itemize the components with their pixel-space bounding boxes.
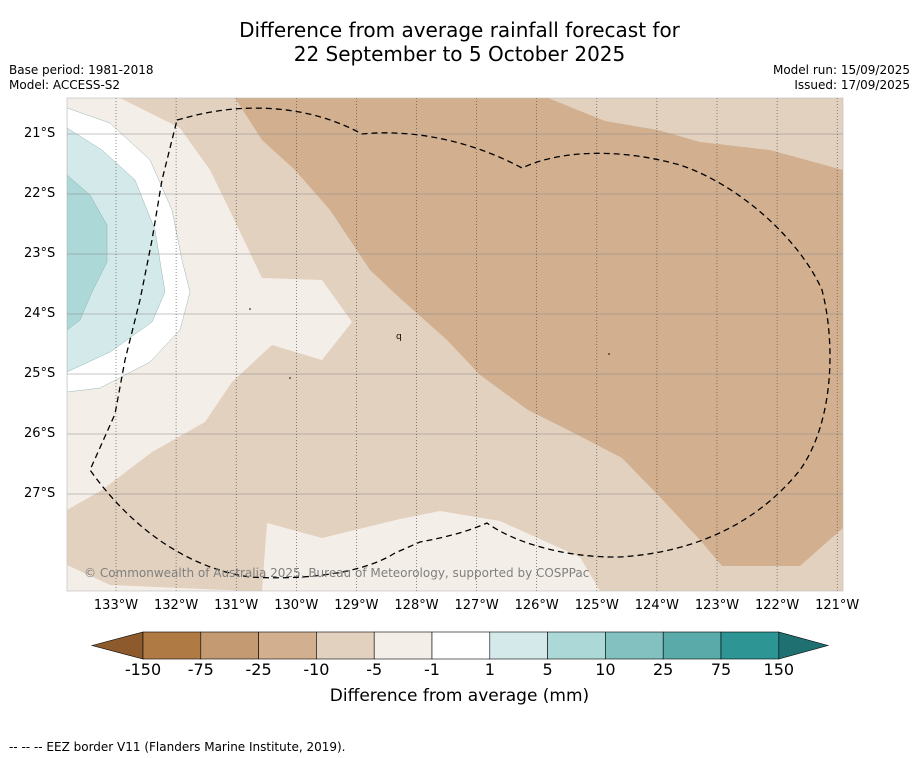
strong-dry-region — [235, 98, 843, 566]
latitude-label: 24°S — [24, 306, 56, 321]
colorbar-tick-label: 10 — [595, 660, 616, 679]
colorbar-tick-label: 1 — [484, 660, 495, 679]
wet-light-region — [67, 127, 166, 373]
colorbar-tick-label: 150 — [763, 660, 795, 679]
colorbar-arrow-left — [90, 631, 144, 660]
issued-date: Issued: 17/09/2025 — [794, 78, 910, 92]
contour-dot — [289, 377, 291, 379]
map-frame — [66, 97, 844, 592]
title-line-1: Difference from average rainfall forecas… — [239, 18, 680, 42]
footer-note: -- -- -- EEZ border V11 (Flanders Marine… — [9, 740, 346, 754]
latitude-label: 21°S — [24, 126, 56, 141]
contour-mark: q — [396, 332, 402, 342]
colorbar-segment — [720, 631, 780, 660]
base-period: Base period: 1981-2018 — [9, 63, 154, 77]
longitude-label: 131°W — [214, 598, 259, 613]
longitude-label: 130°W — [274, 598, 319, 613]
longitude-label: 121°W — [815, 598, 860, 613]
colorbar-segment — [547, 631, 606, 660]
colorbar-segment — [373, 631, 433, 660]
meta-right: Model run: 15/09/2025 Issued: 17/09/2025 — [773, 63, 910, 93]
longitude-label: 124°W — [634, 598, 679, 613]
graticule — [67, 98, 843, 591]
colorbar-tick-label: -25 — [245, 660, 272, 679]
colorbar-tick-label: -150 — [124, 660, 162, 679]
colorbar-label: Difference from average (mm) — [329, 686, 590, 706]
colorbar-segment — [258, 631, 317, 660]
colorbar-tick-label: -10 — [303, 660, 330, 679]
contour-dot — [608, 353, 610, 355]
longitude-label: 132°W — [154, 598, 199, 613]
colorbar-tick-label: -1 — [424, 660, 440, 679]
longitude-label: 133°W — [93, 598, 139, 613]
colorbar-tick-label: -5 — [366, 660, 383, 679]
title-line-2: 22 September to 5 October 2025 — [293, 42, 626, 66]
longitude-label: 127°W — [454, 598, 499, 613]
latitude-label: 26°S — [24, 426, 56, 441]
wet-moderate-region — [67, 174, 108, 331]
eez-border — [89, 107, 831, 579]
latitude-label: 22°S — [24, 186, 56, 201]
colorbar-segment — [605, 631, 664, 660]
chart-title: Difference from average rainfall forecas… — [0, 18, 919, 66]
longitude-label: 126°W — [514, 598, 559, 613]
colorbar-segment — [200, 631, 259, 660]
colorbar-tick-label: 5 — [542, 660, 553, 679]
map-plot-area: q — [67, 98, 843, 591]
meta-left: Base period: 1981-2018 Model: ACCESS-S2 — [9, 63, 154, 93]
colorbar-tick-label: -75 — [187, 660, 214, 679]
latitude-label: 25°S — [24, 366, 56, 381]
colorbar-segment — [431, 631, 491, 660]
longitude-label: 129°W — [334, 598, 379, 613]
colorbar-segment — [489, 631, 548, 660]
colorbar-tick-label: 25 — [653, 660, 674, 679]
colorbar-tick-label: 75 — [710, 660, 732, 679]
model-name: Model: ACCESS-S2 — [9, 78, 121, 92]
longitude-label: 128°W — [394, 598, 439, 613]
contour-dot — [249, 308, 251, 310]
longitude-label: 125°W — [574, 598, 619, 613]
model-run: Model run: 15/09/2025 — [772, 63, 910, 77]
colorbar-segment — [142, 631, 202, 660]
colorbar — [90, 631, 830, 660]
longitude-label: 122°W — [755, 598, 800, 613]
latitude-label: 27°S — [24, 486, 56, 501]
colorbar-segment — [662, 631, 722, 660]
copyright-text: © Commonwealth of Australia 2025, Bureau… — [84, 566, 590, 580]
colorbar-segment — [316, 631, 375, 660]
latitude-label: 23°S — [24, 246, 56, 261]
colorbar-arrow-right — [778, 631, 830, 660]
longitude-label: 123°W — [694, 598, 740, 613]
